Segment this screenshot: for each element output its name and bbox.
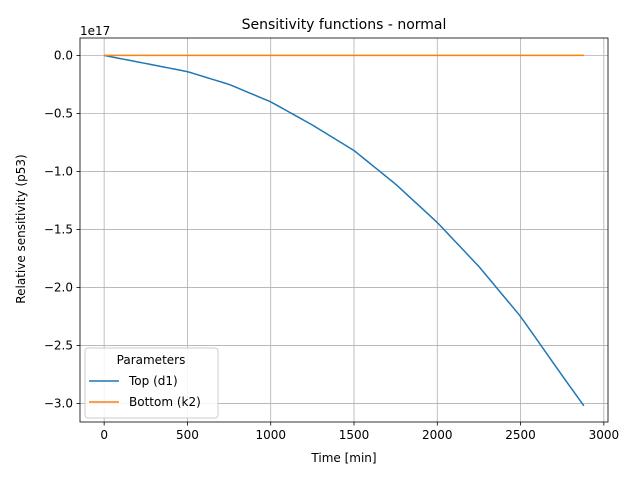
series-line-top-d1 — [104, 54, 585, 407]
series-lines — [104, 54, 585, 407]
y-tick-label: −1.0 — [44, 164, 73, 178]
y-tick-label: −2.0 — [44, 280, 73, 294]
plot-frame — [79, 37, 609, 423]
y-tick-label: −1.5 — [44, 222, 73, 236]
x-tick-label: 2000 — [422, 428, 453, 442]
x-axis-label: Time [min] — [310, 451, 376, 465]
x-tick-label: 0 — [100, 428, 108, 442]
legend-label-bottom-k2: Bottom (k2) — [129, 395, 201, 409]
axis-ticks: 0 500 1000 1500 2000 2500 3000 0.0 −0.5 −1.0 −1.5 −… — [44, 48, 619, 442]
x-tick-label: 2500 — [505, 428, 536, 442]
x-tick-label: 1500 — [339, 428, 370, 442]
x-tick-label: 1000 — [255, 428, 286, 442]
grid — [80, 38, 608, 422]
legend-label-top-d1: Top (d1) — [128, 374, 178, 388]
y-offset-label: 1e17 — [80, 24, 110, 38]
x-tick-label: 3000 — [589, 428, 620, 442]
y-tick-label: −0.5 — [44, 106, 73, 120]
legend-box — [84, 347, 219, 419]
legend-title: Parameters — [117, 353, 186, 367]
chart-title: Sensitivity functions - normal — [242, 17, 447, 33]
legend: Parameters Top (d1) Bottom (k2) — [84, 347, 219, 419]
y-axis-label: Relative sensitivity (p53) — [14, 154, 28, 303]
y-tick-label: −3.0 — [44, 396, 73, 410]
x-tick-label: 500 — [176, 428, 199, 442]
y-tick-label: −2.5 — [44, 338, 73, 352]
y-tick-label: 0.0 — [54, 48, 73, 62]
